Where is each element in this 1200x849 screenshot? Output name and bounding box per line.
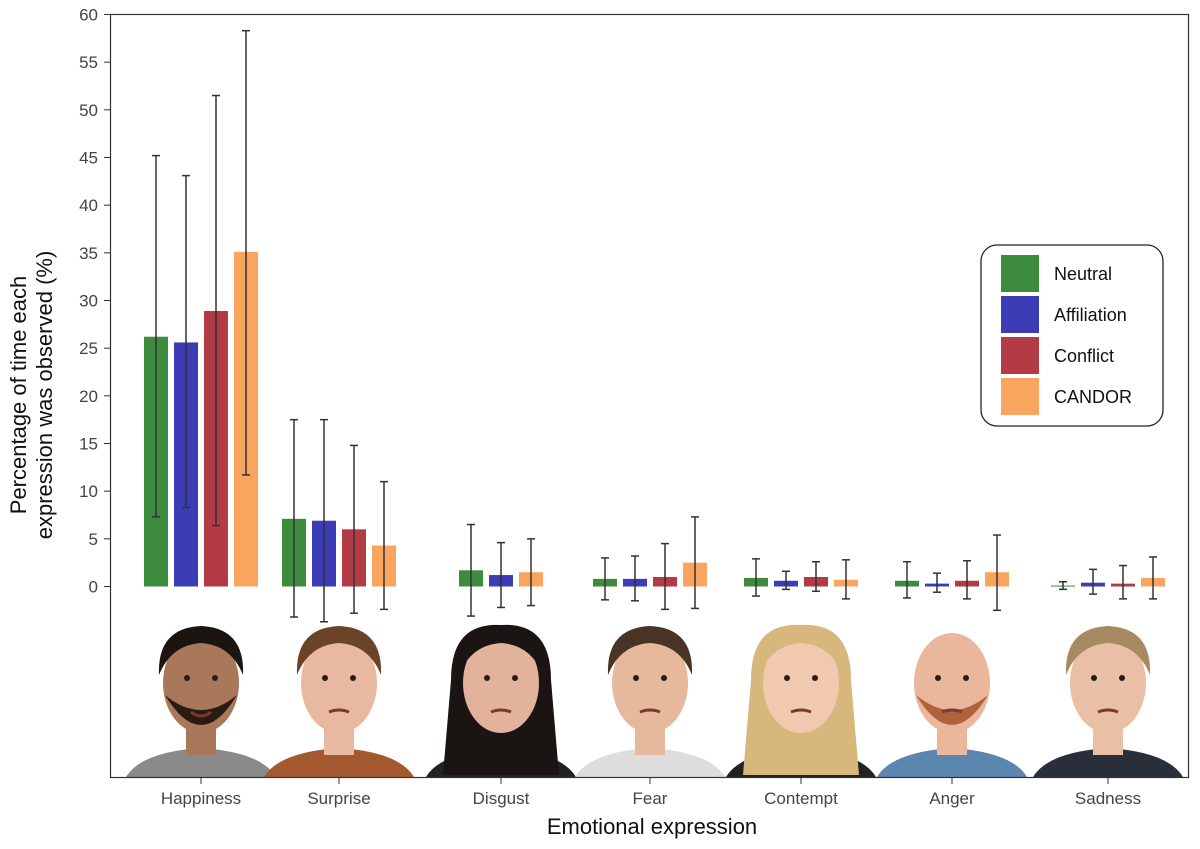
- surprise-face: [264, 626, 414, 777]
- y-tick-label: 15: [79, 435, 98, 454]
- error-bar-affiliation-happiness: [182, 174, 190, 509]
- legend-swatch-candor: [1001, 378, 1039, 415]
- y-tick-label: 55: [79, 53, 98, 72]
- legend-swatch-affiliation: [1001, 296, 1039, 333]
- fear-face: [575, 626, 725, 777]
- y-axis-label-line: Percentage of time each: [6, 276, 31, 514]
- y-tick-label: 45: [79, 149, 98, 168]
- y-axis-label: Percentage of time eachexpression was ob…: [6, 251, 57, 540]
- y-axis: 0 5 10 15 20 25 30 35 40 45 50 55 60: [79, 6, 110, 597]
- error-bar-neutral-surprise: [290, 418, 298, 618]
- error-bar-neutral-anger: [903, 560, 911, 599]
- error-bar-neutral-contempt: [752, 558, 760, 597]
- y-tick-label: 20: [79, 387, 98, 406]
- x-tick-label: Contempt: [764, 789, 838, 808]
- face-images: [126, 624, 1183, 777]
- error-bar-candor-anger: [993, 534, 1001, 612]
- legend-label-candor: CANDOR: [1054, 387, 1132, 407]
- error-bar-candor-contempt: [842, 559, 850, 600]
- x-tick-label: Anger: [929, 789, 975, 808]
- contempt-face: [726, 624, 876, 777]
- legend-label-affiliation: Affiliation: [1054, 305, 1127, 325]
- y-tick-label: 10: [79, 482, 98, 501]
- error-bar-affiliation-contempt: [782, 570, 790, 591]
- x-tick-label: Fear: [633, 789, 668, 808]
- error-bar-candor-fear: [691, 516, 699, 610]
- error-bar-affiliation-disgust: [497, 541, 505, 609]
- y-tick-label: 35: [79, 244, 98, 263]
- y-tick-label: 60: [79, 6, 98, 25]
- legend: Neutral Affiliation Conflict CANDOR: [980, 244, 1164, 427]
- y-tick-label: 5: [89, 530, 98, 549]
- legend-swatch-neutral: [1001, 255, 1039, 292]
- happiness-face: [126, 626, 276, 777]
- error-bar-affiliation-fear: [631, 555, 639, 602]
- legend-label-neutral: Neutral: [1054, 264, 1112, 284]
- error-bar-conflict-fear: [661, 542, 669, 611]
- x-tick-label: Surprise: [307, 789, 370, 808]
- x-axis-label: Emotional expression: [547, 814, 757, 839]
- y-tick-label: 50: [79, 101, 98, 120]
- x-axis: Happiness Surprise Disgust Fear Contempt Ange…: [161, 778, 1141, 808]
- legend-label-conflict: Conflict: [1054, 346, 1114, 366]
- y-tick-label: 30: [79, 292, 98, 311]
- error-bar-affiliation-sadness: [1089, 568, 1097, 595]
- error-bar-conflict-happiness: [212, 94, 220, 527]
- x-tick-label: Sadness: [1075, 789, 1141, 808]
- error-bar-conflict-surprise: [350, 444, 358, 614]
- disgust-face: [426, 624, 576, 777]
- error-bars: [152, 29, 1157, 623]
- bars: [144, 251, 1165, 587]
- error-bar-conflict-anger: [963, 560, 971, 600]
- error-bar-neutral-happiness: [152, 154, 160, 518]
- y-tick-label: 0: [89, 578, 98, 597]
- error-bar-candor-happiness: [242, 29, 250, 476]
- error-bar-conflict-sadness: [1119, 564, 1127, 600]
- x-tick-label: Happiness: [161, 789, 241, 808]
- plot-frame: [109, 13, 1190, 779]
- error-bar-affiliation-anger: [933, 572, 941, 593]
- y-tick-label: 25: [79, 339, 98, 358]
- y-tick-label: 40: [79, 196, 98, 215]
- error-bar-candor-disgust: [527, 538, 535, 607]
- error-bar-neutral-sadness: [1059, 580, 1067, 591]
- error-bar-affiliation-surprise: [320, 418, 328, 623]
- error-bar-neutral-disgust: [467, 523, 475, 617]
- error-bar-candor-sadness: [1149, 556, 1157, 600]
- error-bar-conflict-contempt: [812, 560, 820, 593]
- x-tick-label: Disgust: [473, 789, 530, 808]
- sadness-face: [1033, 626, 1183, 777]
- y-axis-label-line: expression was observed (%): [32, 251, 57, 540]
- legend-swatch-conflict: [1001, 337, 1039, 374]
- error-bar-neutral-fear: [601, 557, 609, 601]
- anger-face: [877, 633, 1027, 777]
- error-bar-candor-surprise: [380, 480, 388, 611]
